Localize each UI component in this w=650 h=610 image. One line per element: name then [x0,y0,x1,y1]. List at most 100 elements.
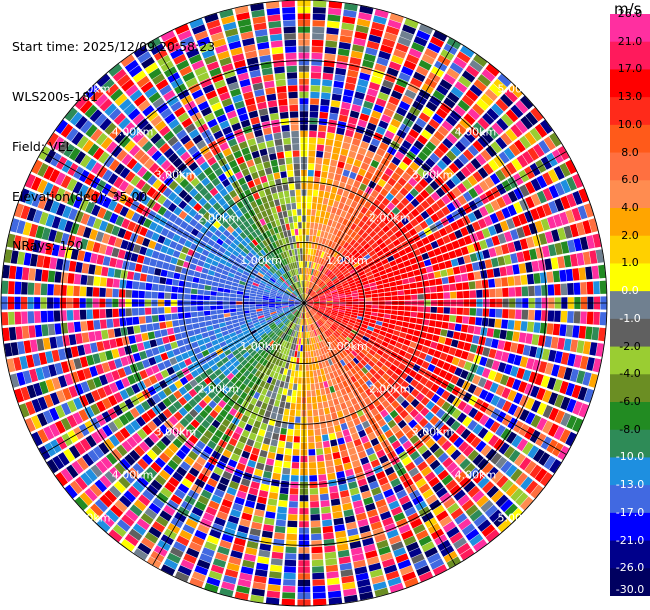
range-gate [151,315,159,323]
range-gate [285,375,291,383]
range-gate [356,18,371,28]
range-gate [341,496,351,505]
range-gate [329,326,336,332]
range-gate [306,377,310,384]
range-gate [25,238,35,252]
range-gate [484,392,495,403]
range-gate [311,255,316,262]
range-gate [586,235,595,249]
range-gate [326,306,333,309]
range-gate [424,243,433,252]
range-gate [554,351,563,364]
range-gate [361,106,372,116]
range-gate [346,362,353,370]
range-gate [280,285,286,291]
range-gate [291,292,297,298]
range-gate [394,430,405,440]
range-gate [491,235,501,246]
range-gate [503,446,516,459]
range-gate [317,356,322,363]
range-gate [311,308,318,312]
range-gate [461,499,475,512]
range-gate [352,274,360,279]
range-gate [194,565,209,576]
range-gate [319,300,327,302]
range-gate [226,246,235,253]
range-gate [524,131,537,146]
range-gate [331,504,342,513]
range-gate [85,158,97,171]
range-gate [8,281,15,295]
range-gate [167,459,179,471]
range-gate [307,268,311,275]
range-gate [366,246,374,254]
range-gate [598,264,606,279]
range-gate [355,423,364,432]
range-gate [160,435,172,447]
range-gate [66,127,79,142]
range-gate [177,306,184,313]
range-gate [305,261,308,268]
range-gate [213,344,221,351]
range-gate [260,249,267,256]
range-gate [440,269,448,277]
range-gate [237,243,245,250]
range-gate [463,113,476,126]
range-gate [168,442,179,454]
range-gate [346,304,353,307]
range-gate [442,457,454,468]
range-gate [89,365,98,377]
range-gate [349,319,356,324]
range-gate [306,305,311,310]
range-gate [221,418,231,428]
range-gate [413,71,426,82]
range-gate [329,286,336,291]
range-gate [542,203,552,216]
range-gate [259,319,266,324]
range-gate [127,126,140,139]
range-gate [336,543,349,552]
range-gate [227,398,236,407]
range-gate [105,350,114,361]
range-gate [405,461,416,472]
range-gate [97,207,107,219]
range-gate [203,262,211,269]
range-gate [401,140,412,150]
range-gate [451,240,460,250]
range-gate [365,502,376,512]
range-gate [519,457,532,471]
range-gate [538,335,546,347]
range-gate [404,352,413,360]
range-gate [193,404,203,414]
range-gate [467,325,475,334]
range-gate [454,81,468,93]
range-gate [210,364,219,372]
range-gate [172,279,180,286]
range-gate [525,480,539,495]
range-gate [90,128,103,142]
range-gate [342,190,350,198]
range-gate [190,419,200,429]
range-gate [486,108,499,121]
range-gate [282,306,289,309]
range-gate [425,380,434,389]
range-gate [215,552,228,562]
range-gate [320,274,326,280]
range-gate [551,364,560,377]
range-gate [410,388,420,398]
range-gate [371,253,379,261]
range-gate [364,311,372,316]
range-gate [305,241,309,248]
range-gate [114,462,127,475]
range-gate [138,99,151,112]
range-gate [243,310,250,314]
range-gate [75,333,83,345]
range-gate [338,275,345,281]
range-gate [346,254,353,261]
range-gate [305,287,308,294]
range-gate [306,296,311,301]
range-gate [203,337,211,344]
range-gate [401,66,414,77]
range-gate [13,357,22,371]
range-gate [191,282,199,289]
